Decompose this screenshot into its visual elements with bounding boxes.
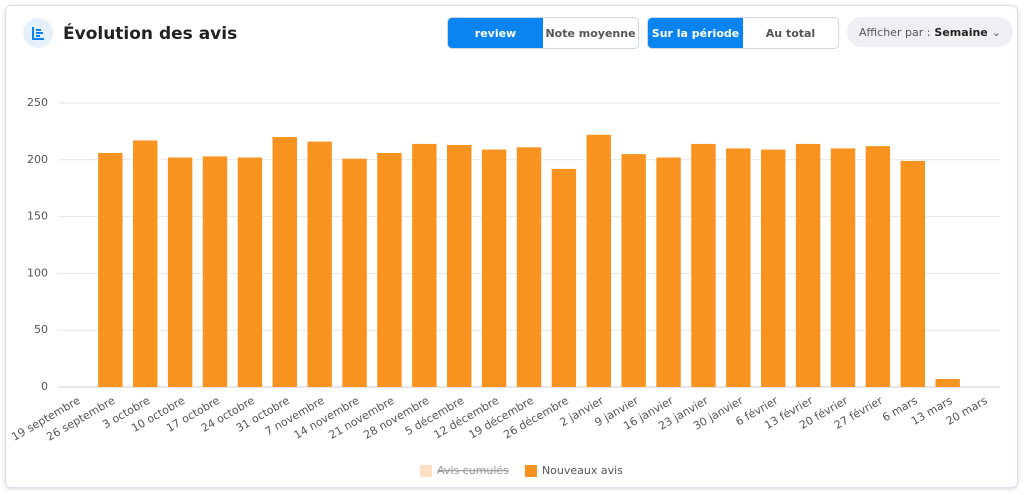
- bar: [795, 143, 821, 387]
- bar: [272, 137, 297, 387]
- bar: [935, 379, 960, 387]
- bar: [621, 154, 646, 387]
- group-value: Semaine: [934, 25, 988, 39]
- bar: [307, 141, 332, 387]
- bar: [586, 134, 611, 387]
- bar: [551, 168, 577, 387]
- y-tick-label: 50: [34, 323, 48, 336]
- bar: [481, 149, 507, 387]
- y-tick-label: 100: [27, 266, 48, 279]
- bar: [133, 140, 158, 387]
- bar: [342, 158, 367, 387]
- title: Évolution des avis: [63, 24, 238, 44]
- y-tick-label: 200: [27, 153, 48, 166]
- y-tick-label: 0: [41, 380, 48, 393]
- bar: [865, 146, 891, 387]
- bar: [900, 160, 925, 387]
- metric-button[interactable]: Note moyenne: [545, 26, 636, 40]
- bar: [98, 152, 123, 387]
- bar: [830, 148, 856, 387]
- bar: [447, 145, 472, 387]
- bar: [726, 148, 751, 387]
- bar: [377, 152, 402, 387]
- y-tick-label: 150: [27, 210, 48, 223]
- legend-swatch: [420, 465, 432, 477]
- scope-toggle: Sur la période Au total: [647, 17, 839, 49]
- icon-glyph: [32, 27, 44, 40]
- group-label: Afficher par :: [859, 25, 931, 39]
- bar: [516, 147, 542, 387]
- y-tick-label: 250: [27, 96, 48, 109]
- scope-button[interactable]: Sur la période: [648, 18, 743, 48]
- bar: [656, 157, 681, 387]
- bar: [167, 157, 193, 387]
- bar: [202, 156, 228, 387]
- chevron: ⌄: [991, 25, 1001, 39]
- bar: [691, 143, 716, 387]
- chart-icon: [23, 18, 53, 48]
- scope-button[interactable]: Au total: [765, 26, 816, 40]
- bar: [237, 157, 263, 387]
- metric-button[interactable]: review: [448, 18, 543, 48]
- group-select[interactable]: Afficher par : Semaine ⌄: [847, 17, 1013, 47]
- metric-toggle: review Note moyenne: [447, 17, 639, 49]
- legend-label: Nouveaux avis: [542, 464, 623, 477]
- bar: [761, 149, 786, 387]
- bar: [412, 143, 437, 387]
- legend-label: Avis cumulés: [437, 464, 509, 477]
- legend-swatch: [524, 465, 537, 477]
